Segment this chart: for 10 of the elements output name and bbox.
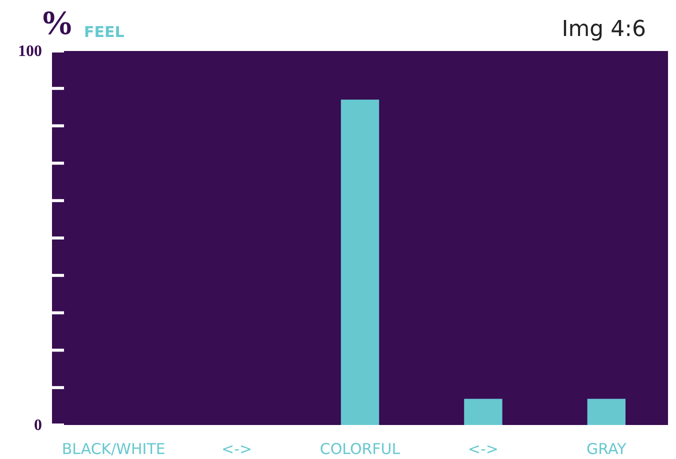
x-tick-label: GRAY	[586, 440, 628, 458]
x-tick-label: COLORFUL	[320, 440, 401, 458]
x-tick-label: <->	[468, 440, 498, 458]
chart-subtitle: FEEL	[84, 23, 125, 41]
y-tick-label: 0	[34, 417, 42, 434]
chart-title: %	[40, 5, 74, 42]
x-tick-label: BLACK/WHITE	[62, 440, 166, 458]
x-tick-label: <->	[222, 440, 252, 458]
y-tick-label: 100	[18, 43, 42, 60]
text: Img 4:6	[562, 17, 646, 42]
